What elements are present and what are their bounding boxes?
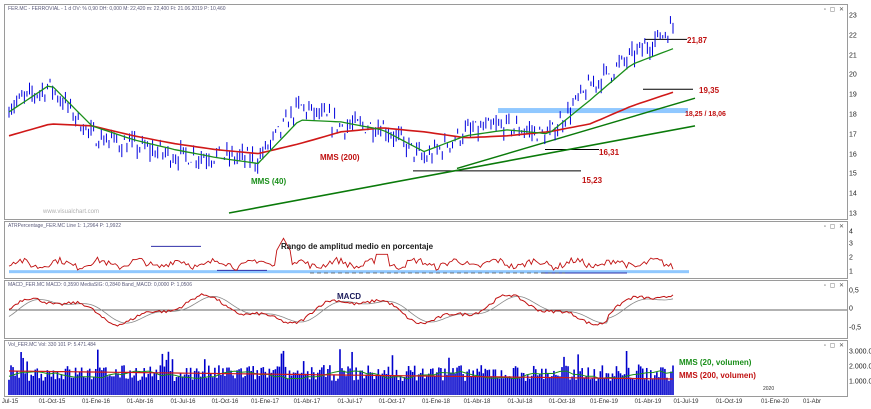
x-tick-label: 01-Oct-16: [211, 399, 239, 405]
macd-panel-header: MACD_FER.MC MACD: 0,3590 MediaSIG: 0,284…: [8, 282, 192, 288]
year-marker: 2020: [763, 386, 775, 392]
x-tick-label: 01-Abr-16: [126, 399, 154, 405]
y-tick-label: 3: [849, 240, 853, 248]
x-tick-label: 01-Ene-18: [421, 399, 451, 405]
price-chart: [8, 16, 696, 214]
volume-bars: [8, 349, 674, 395]
price-window-buttons[interactable]: ▫ ▢ ✕: [823, 7, 845, 13]
x-tick-label: Jul-15: [1, 399, 19, 405]
atr-base-band: [9, 270, 689, 274]
label-level-1523: 15,23: [582, 176, 603, 185]
price-panel-header: FER.MC - FERROVIAL - 1 d OV: % 0,90 DH: …: [8, 6, 226, 12]
x-tick-label: 01-Abr-19: [634, 399, 662, 405]
y-tick-label: 1.000.000: [849, 378, 871, 386]
price-y-axis: 23 22 21 20 19 18 17 16 15 14 13: [846, 4, 871, 218]
y-tick-label: 14: [849, 190, 857, 198]
y-tick-label: 21: [849, 52, 857, 60]
x-tick-label: 01-Ene-19: [589, 399, 619, 405]
macd-panel: MACD_FER.MC MACD: 0,3590 MediaSIG: 0,284…: [4, 280, 848, 339]
y-tick-label: 0,5: [849, 287, 859, 295]
x-tick-label: 01-Oct-15: [38, 399, 66, 405]
y-tick-label: -0,5: [849, 324, 862, 332]
y-tick-label: 13: [849, 210, 857, 218]
y-tick-label: 4: [849, 228, 853, 236]
macd-chart: [8, 293, 847, 327]
volume-chart: [8, 349, 674, 395]
x-tick-label: 01-Oct-19: [715, 399, 743, 405]
x-tick-label: 01-Jul-18: [507, 399, 533, 405]
y-tick-label: 15: [849, 170, 857, 178]
legend-mms200-volume: MMS (200, volumen): [679, 371, 756, 380]
x-tick-label: 01-Abr-17: [293, 399, 321, 405]
x-tick-label: 01-Ene-16: [81, 399, 111, 405]
x-tick-label: 01-Oct-17: [378, 399, 406, 405]
x-tick-label: 01-Ene-20: [760, 399, 790, 405]
volume-mms20-line: [8, 370, 674, 380]
atr-window-buttons[interactable]: ▫ ▢ ✕: [823, 224, 845, 230]
macd-line: [8, 293, 674, 327]
volume-window-buttons[interactable]: ▫ ▢ ✕: [823, 343, 845, 349]
x-tick-label: 01-Abr-18: [463, 399, 491, 405]
atr-panel-title: Rango de amplitud medio en porcentaje: [281, 242, 434, 251]
watermark: www.visualchart.com: [43, 209, 100, 215]
y-tick-label: 2.000.000: [849, 363, 871, 371]
label-mms40: MMS (40): [251, 177, 287, 186]
atr-panel-header: ATRPercentage_FER.MC Line 1: 1,2964 P: 1…: [8, 223, 122, 229]
atr-chart: [8, 237, 689, 274]
y-tick-label: 22: [849, 32, 857, 40]
y-tick-label: 2: [849, 254, 853, 262]
label-mms200: MMS (200): [320, 153, 360, 162]
macd-y-axis: 0,5 0 -0,5: [846, 280, 871, 337]
y-tick-label: 18: [849, 111, 857, 119]
mms40-line: [8, 48, 674, 165]
volume-y-axis: 3.000.000 2.000.000 1.000.000: [846, 340, 871, 395]
mms200-line: [8, 91, 674, 155]
y-tick-label: 19: [849, 91, 857, 99]
x-tick-label: 01-Jul-16: [170, 399, 196, 405]
x-tick-label: 01-Oct-18: [548, 399, 576, 405]
y-tick-label: 0: [849, 305, 853, 313]
y-tick-label: 16: [849, 151, 857, 159]
legend-mms20-volume: MMS (20, volumen): [679, 358, 752, 367]
volume-panel: Vol_FER.MC Vol: 330 101 P: 5.471.484 MMS…: [4, 340, 848, 397]
y-tick-label: 17: [849, 131, 857, 139]
atr-panel: ATRPercentage_FER.MC Line 1: 1,2964 P: 1…: [4, 221, 848, 279]
macd-panel-title: MACD: [337, 292, 361, 301]
price-panel: FER.MC - FERROVIAL - 1 d OV: % 0,90 DH: …: [4, 4, 848, 220]
y-tick-label: 23: [849, 12, 857, 20]
short-trendline: [456, 97, 696, 170]
label-level-1935: 19,35: [699, 86, 720, 95]
x-tick-label: 01-Jul-19: [673, 399, 699, 405]
x-tick-label: 01-Jul-17: [337, 399, 363, 405]
x-tick-label: 01-Abr: [802, 399, 822, 405]
long-trendline: [228, 125, 696, 214]
y-tick-label: 3.000.000: [849, 348, 871, 356]
support-band: [498, 108, 688, 114]
label-level-2187: 21,87: [687, 36, 708, 45]
volume-panel-header: Vol_FER.MC Vol: 330 101 P: 5.471.484: [8, 342, 96, 348]
y-tick-label: 20: [849, 71, 857, 79]
macd-window-buttons[interactable]: ▫ ▢ ✕: [823, 283, 845, 289]
label-level-1631: 16,31: [599, 148, 620, 157]
price-series: [8, 16, 674, 174]
y-tick-label: 1: [849, 268, 853, 276]
label-level-1825: 18,25 / 18,06: [685, 111, 726, 118]
x-tick-label: 01-Ene-17: [250, 399, 280, 405]
volume-mms200-line: [8, 370, 674, 380]
atr-line: [8, 237, 674, 271]
x-axis: Jul-15 01-Oct-15 01-Ene-16 01-Abr-16 01-Jul-…: [0, 397, 871, 409]
atr-y-axis: 4 3 2 1: [846, 221, 871, 277]
